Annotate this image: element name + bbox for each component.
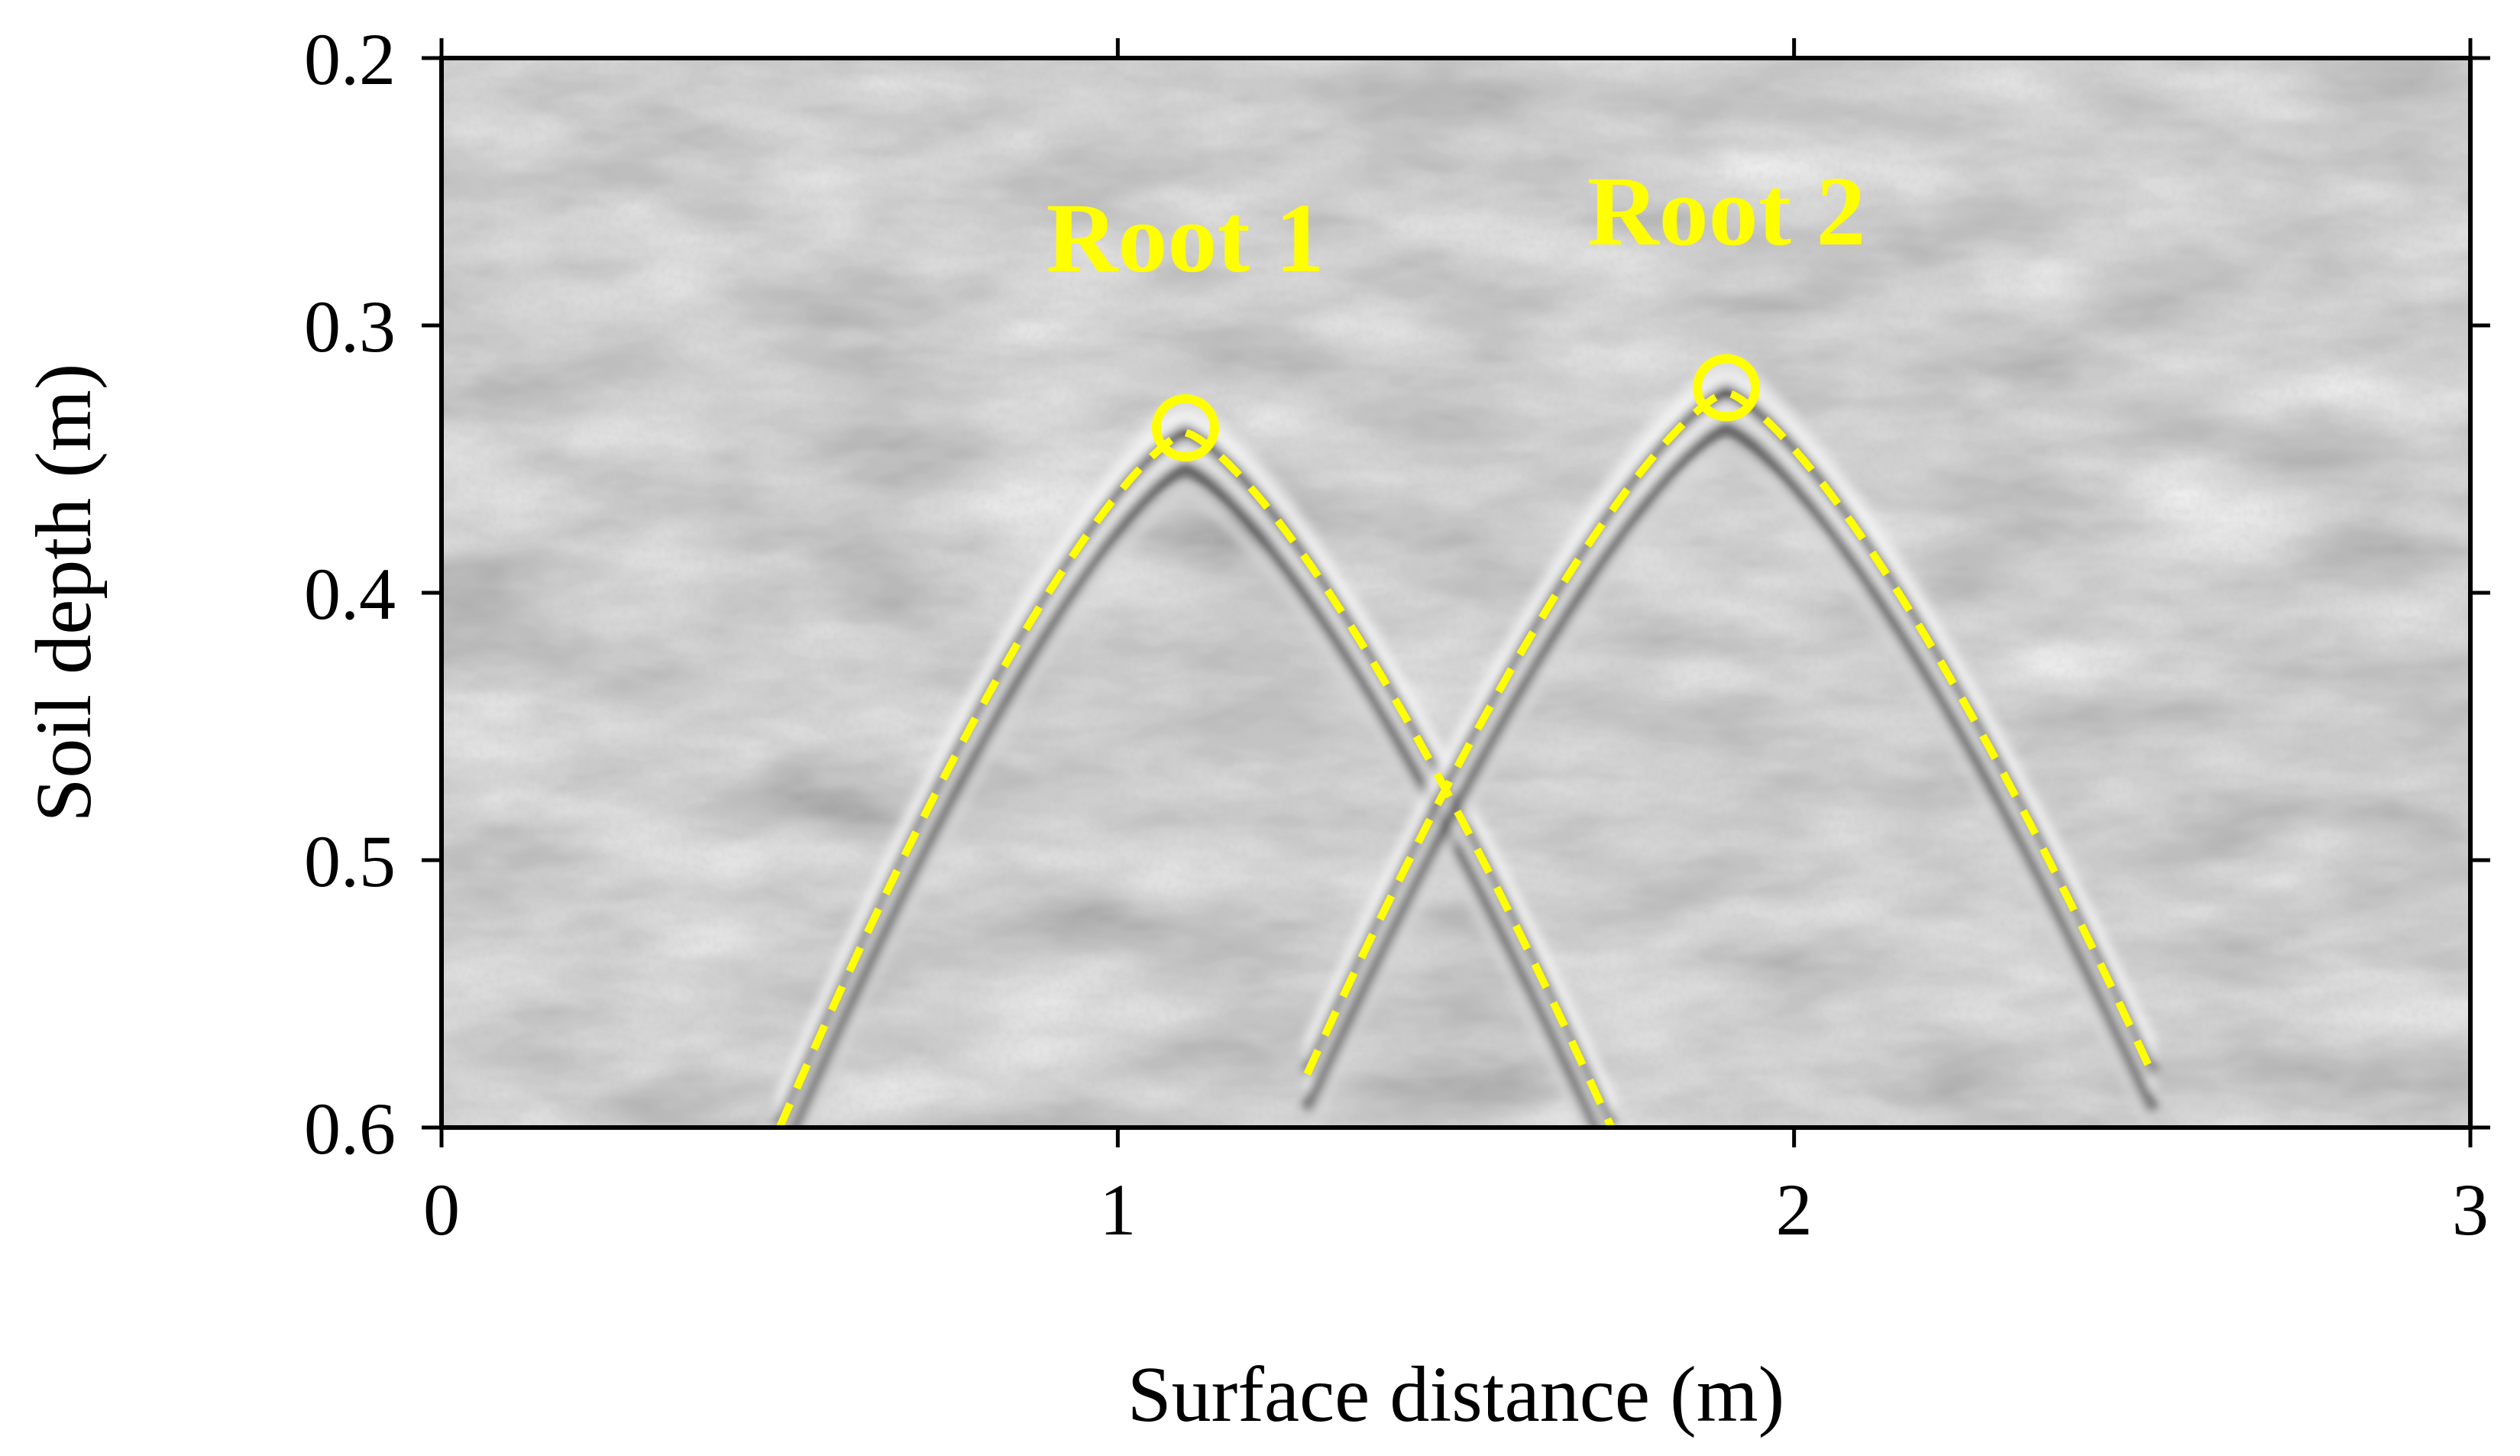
reflection-band — [1301, 368, 2159, 1060]
x-tick-label: 3 — [2452, 1169, 2489, 1251]
hyperbola-fit-line — [1303, 388, 2156, 1076]
x-axis-label: Surface distance (m) — [1127, 1351, 1785, 1438]
radargram-grain — [442, 58, 2470, 1128]
root-annotation-label: Root 1 — [1046, 183, 1325, 293]
y-axis: 0.2 0.3 0.4 0.5 0.6 — [304, 18, 2490, 1170]
y-tick-label: 0.3 — [304, 286, 396, 367]
x-tick-label: 0 — [423, 1169, 460, 1251]
reflection-band — [788, 462, 1602, 1128]
y-tick-label: 0.5 — [304, 820, 396, 902]
reflection-band — [780, 442, 1611, 1128]
reflection-band — [1303, 446, 2156, 1128]
apex-layer — [1151, 354, 1761, 461]
x-tick-label: 2 — [1776, 1169, 1813, 1251]
plot-area — [442, 58, 2470, 1128]
root-apex-marker — [1693, 354, 1761, 422]
hyperbola-fit-line — [776, 428, 1616, 1128]
x-axis: 0 1 2 3 — [423, 38, 2489, 1251]
reflection-band — [799, 487, 1590, 1128]
y-axis-label: Soil depth (m) — [20, 364, 108, 823]
x-tick-label: 1 — [1099, 1169, 1136, 1251]
reflection-band — [1301, 422, 2159, 1114]
y-tick-label: 0.6 — [304, 1088, 396, 1170]
y-tick-label: 0.4 — [304, 553, 396, 635]
annotation-layer: Root 1 Root 2 — [1046, 157, 1866, 293]
y-tick-label: 0.2 — [304, 18, 396, 100]
reflection-band — [1301, 402, 2159, 1094]
hyperbola-layer — [776, 388, 2156, 1128]
root-annotation-label: Root 2 — [1587, 157, 1866, 267]
root-apex-marker — [1151, 394, 1219, 461]
